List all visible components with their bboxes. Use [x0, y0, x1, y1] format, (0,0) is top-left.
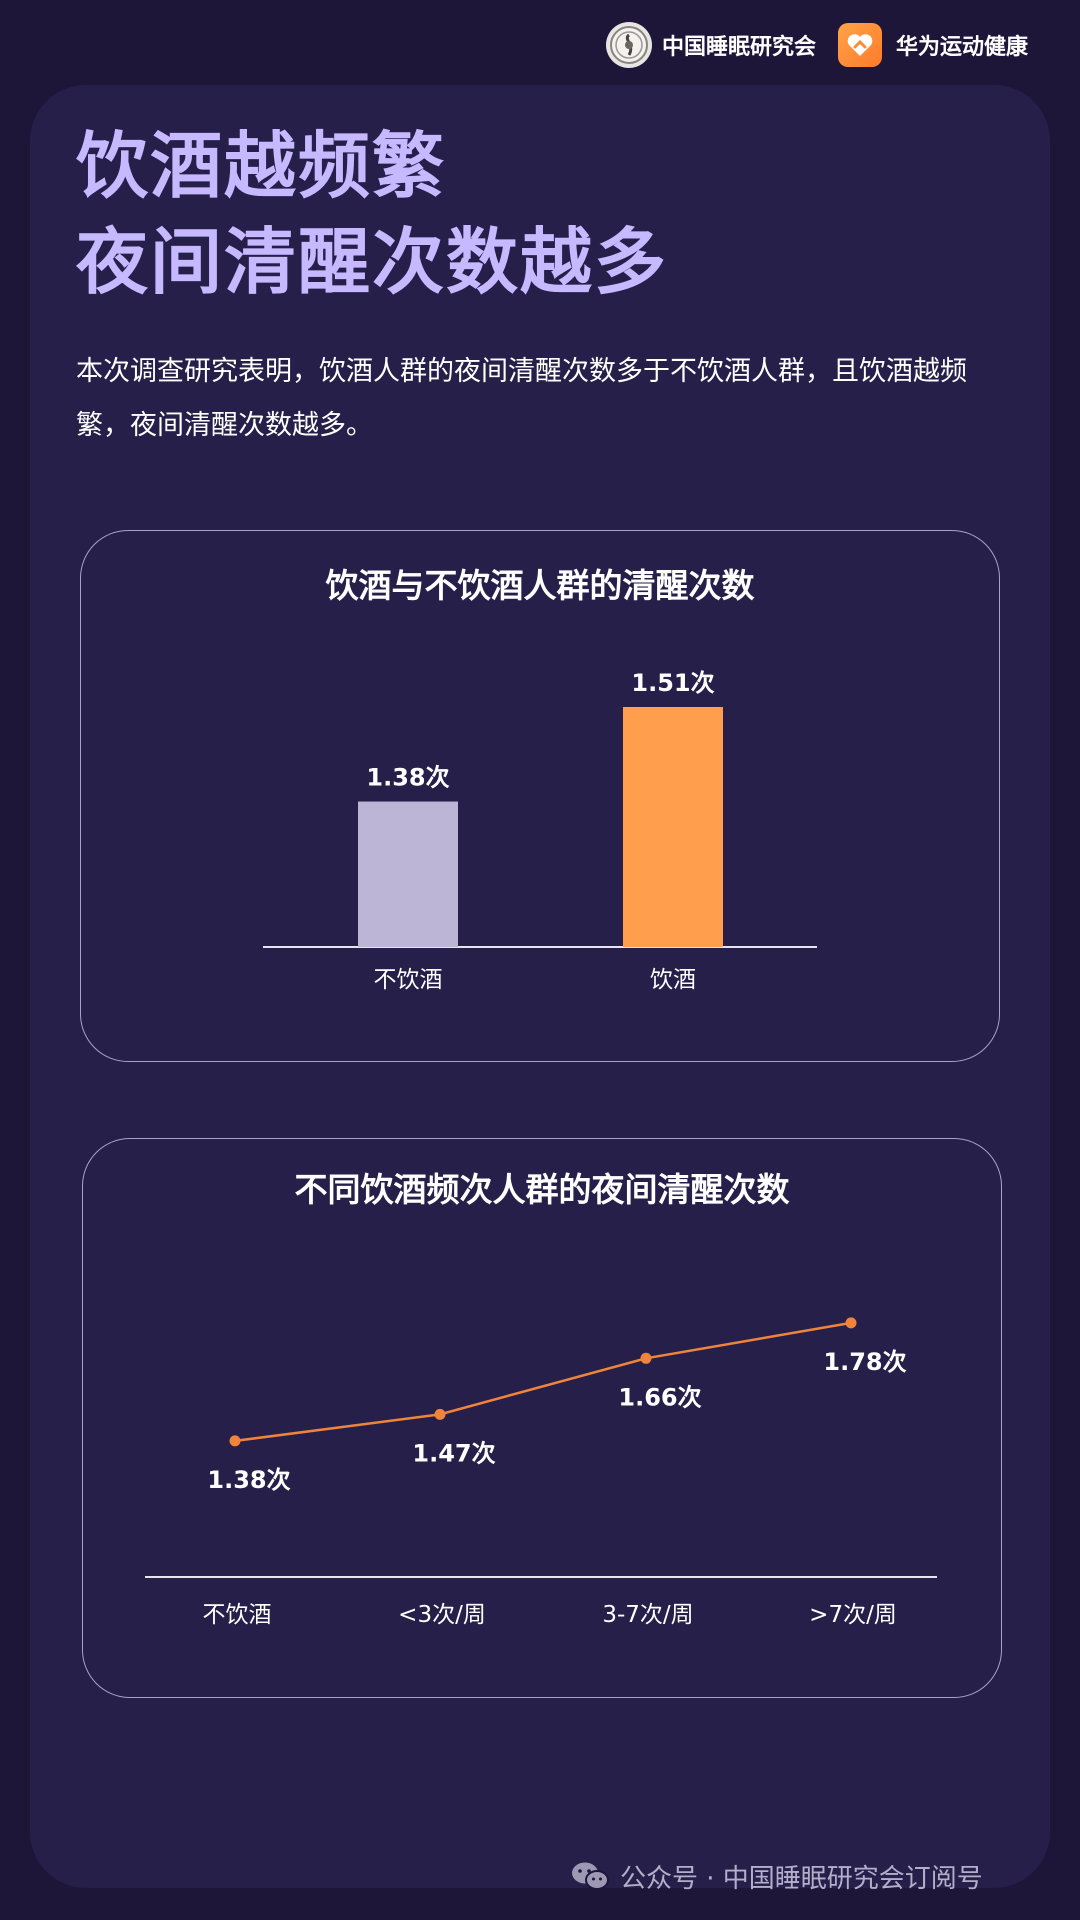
line-chart-panel: 不同饮酒频次人群的夜间清醒次数 1.38次不饮酒 1.47次 <3次/周 1.66次 3…: [82, 1138, 1002, 1698]
brand-name: 中国睡眠研究会: [662, 35, 817, 60]
data-label: 1.78次: [823, 1348, 906, 1376]
chart-title: 不同饮酒频次人群的夜间清醒次数: [294, 1170, 790, 1209]
page-title: 饮酒越频繁 夜间清醒次数越多: [76, 118, 668, 310]
header: 中国睡眠研究会 华为运动健康: [0, 0, 1080, 90]
series-line: [234, 1321, 852, 1443]
wechat-icon: [572, 1862, 609, 1890]
bar: [358, 801, 458, 947]
brand-sleep-research[interactable]: 中国睡眠研究会: [606, 22, 816, 68]
category-label: >7次/周: [809, 1602, 897, 1628]
data-label: 1.66次: [618, 1383, 701, 1411]
data-label: 1.47次: [412, 1439, 495, 1467]
brand-name: 华为运动健康: [896, 35, 1029, 60]
data-point: [229, 1435, 241, 1447]
data-point: [845, 1317, 857, 1329]
category-label: 不饮酒: [203, 1602, 272, 1628]
category-label: 不饮酒: [374, 967, 443, 993]
data-point: [640, 1352, 652, 1364]
intro-text: 本次调查研究表明，饮酒人群的夜间清醒次数多于不饮酒人群，且饮酒越频繁，夜间清醒次…: [76, 356, 967, 441]
category-label: 饮酒: [650, 967, 696, 993]
bar-chart-panel: 饮酒与不饮酒人群的清醒次数 1.38次不饮酒 1.51次饮酒: [80, 530, 1000, 1062]
category-label: 3-7次/周: [602, 1602, 693, 1628]
title-line: 夜间清醒次数越多: [76, 220, 669, 304]
bar: [623, 707, 723, 947]
footer-source: 公众号 · 中国睡眠研究会订阅号: [570, 1856, 983, 1896]
title-line: 饮酒越频繁: [76, 124, 447, 208]
data-label: 1.38次: [366, 764, 449, 792]
seal-logo-icon: [606, 22, 652, 68]
data-label: 1.51次: [631, 669, 714, 697]
huawei-health-logo-icon: [838, 23, 882, 67]
content-card: [30, 85, 1050, 1888]
data-point: [434, 1408, 446, 1420]
category-label: <3次/周: [398, 1602, 486, 1628]
data-label: 1.38次: [207, 1466, 290, 1494]
chart-title: 饮酒与不饮酒人群的清醒次数: [325, 566, 755, 605]
brand-huawei-health[interactable]: 华为运动健康: [838, 22, 1028, 68]
footer-text: 公众号 · 中国睡眠研究会订阅号: [620, 1863, 983, 1894]
